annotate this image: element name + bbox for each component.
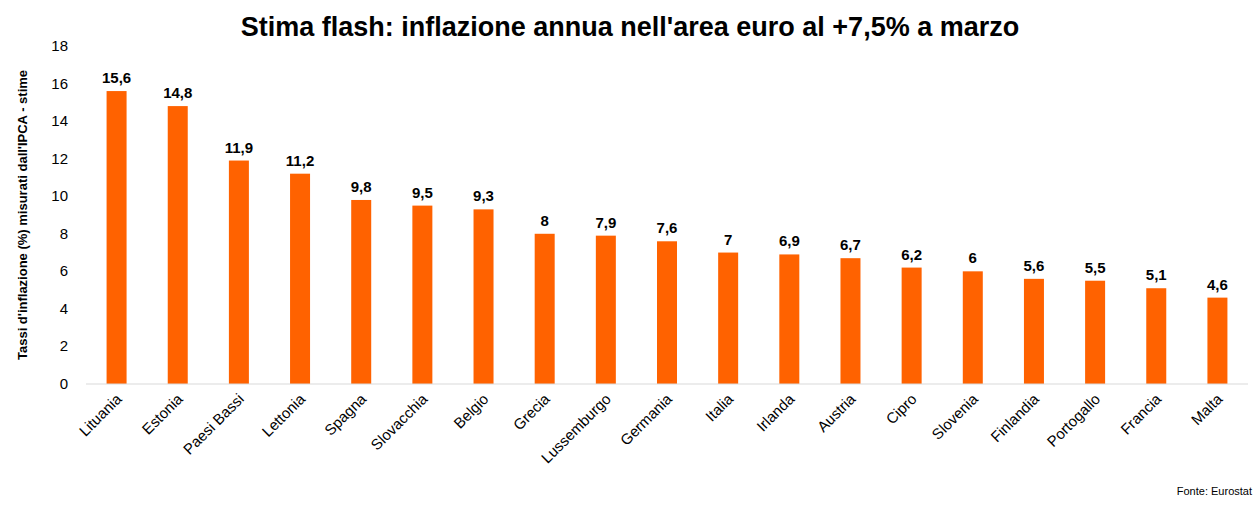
bar xyxy=(168,106,188,384)
labels: 15,6 Lituania 14,8 Estonia 11,9 Paesi Bassi 11… xyxy=(76,69,1228,466)
x-tick-label: Portogallo xyxy=(1043,390,1103,450)
bar xyxy=(107,91,127,384)
x-tick-label: Lituania xyxy=(76,390,126,440)
x-tick-label: Estonia xyxy=(138,390,186,438)
x-tick-label: Paesi Bassi xyxy=(180,390,247,457)
bar xyxy=(596,236,616,384)
data-label: 9,3 xyxy=(473,187,494,204)
bar xyxy=(535,234,555,384)
data-label: 7 xyxy=(724,231,732,248)
tick-mark xyxy=(82,83,86,84)
x-axis-line xyxy=(86,384,1248,385)
tick-mark xyxy=(82,233,86,234)
bar xyxy=(902,268,922,384)
y-tick-label: 14 xyxy=(51,112,68,129)
data-label: 7,9 xyxy=(595,214,616,231)
data-label: 6,7 xyxy=(840,236,861,253)
data-label: 6,2 xyxy=(901,246,922,263)
x-tick-label: Slovacchia xyxy=(367,390,431,454)
source: Fonte: Eurostat xyxy=(1177,485,1252,497)
data-label: 5,5 xyxy=(1085,259,1106,276)
title: Stima flash: inflazione annua nell'area … xyxy=(241,12,1019,42)
x-tick-label: Slovenia xyxy=(928,390,981,443)
x-tick-label: Irlanda xyxy=(753,390,798,435)
x-tick-label: Grecia xyxy=(510,390,554,434)
bar xyxy=(718,253,738,384)
bar xyxy=(657,241,677,384)
tick-mark xyxy=(82,271,86,272)
bar xyxy=(1146,288,1166,384)
tick-mark xyxy=(82,346,86,347)
y-axis-label: Tassi d'inflazione (%) misurati dall'IPC… xyxy=(15,70,30,360)
bar xyxy=(963,271,983,384)
bar xyxy=(1024,279,1044,384)
x-tick-label: Spagna xyxy=(321,390,370,439)
bars xyxy=(107,91,1228,384)
data-label: 6,9 xyxy=(779,232,800,249)
x-tick-label: Cipro xyxy=(882,390,919,427)
x-tick-label: Lussemburgo xyxy=(538,390,614,466)
x-tick-label: Belgio xyxy=(450,390,492,432)
data-label: 14,8 xyxy=(163,84,192,101)
y-tick-label: 6 xyxy=(60,262,68,279)
bar xyxy=(1207,298,1227,384)
tick-mark xyxy=(82,384,86,385)
y-tick-label: 2 xyxy=(60,337,68,354)
x-tick-label: Lettonia xyxy=(258,390,308,440)
tick-mark xyxy=(82,196,86,197)
y-tick-label: 16 xyxy=(51,75,68,92)
data-label: 15,6 xyxy=(102,69,131,86)
x-tick-label: Francia xyxy=(1117,390,1165,438)
bar xyxy=(840,258,860,384)
data-label: 8 xyxy=(541,212,549,229)
data-label: 5,6 xyxy=(1024,257,1045,274)
x-tick-label: Germania xyxy=(617,390,676,449)
x-tick-label: Finlandia xyxy=(987,390,1043,446)
bar xyxy=(1085,281,1105,384)
data-label: 9,8 xyxy=(351,178,372,195)
bar xyxy=(474,209,494,384)
data-label: 7,6 xyxy=(657,219,678,236)
x-tick-label: Italia xyxy=(702,390,737,425)
tick-mark xyxy=(82,46,86,47)
bar xyxy=(229,161,249,384)
bar xyxy=(351,200,371,384)
chart: Stima flash: inflazione annua nell'area … xyxy=(0,0,1260,505)
tick-mark xyxy=(82,121,86,122)
y-axis: 0 2 4 6 8 10 12 14 16 18 xyxy=(51,37,86,392)
bar xyxy=(412,206,432,384)
data-label: 4,6 xyxy=(1207,276,1228,293)
data-label: 11,9 xyxy=(225,139,253,156)
x-tick-label: Malta xyxy=(1188,390,1226,428)
x-tick-label: Austria xyxy=(814,390,859,435)
data-label: 6 xyxy=(969,249,977,266)
tick-mark xyxy=(82,308,86,309)
data-label: 9,5 xyxy=(412,184,433,201)
bar xyxy=(779,254,799,384)
data-label: 11,2 xyxy=(286,152,314,169)
y-tick-label: 12 xyxy=(51,150,68,167)
y-tick-label: 18 xyxy=(51,37,68,54)
y-tick-label: 10 xyxy=(51,187,68,204)
tick-mark xyxy=(82,158,86,159)
y-tick-label: 4 xyxy=(60,300,68,317)
bar xyxy=(290,174,310,384)
y-tick-label: 0 xyxy=(60,375,68,392)
data-label: 5,1 xyxy=(1146,266,1167,283)
y-tick-label: 8 xyxy=(60,225,68,242)
